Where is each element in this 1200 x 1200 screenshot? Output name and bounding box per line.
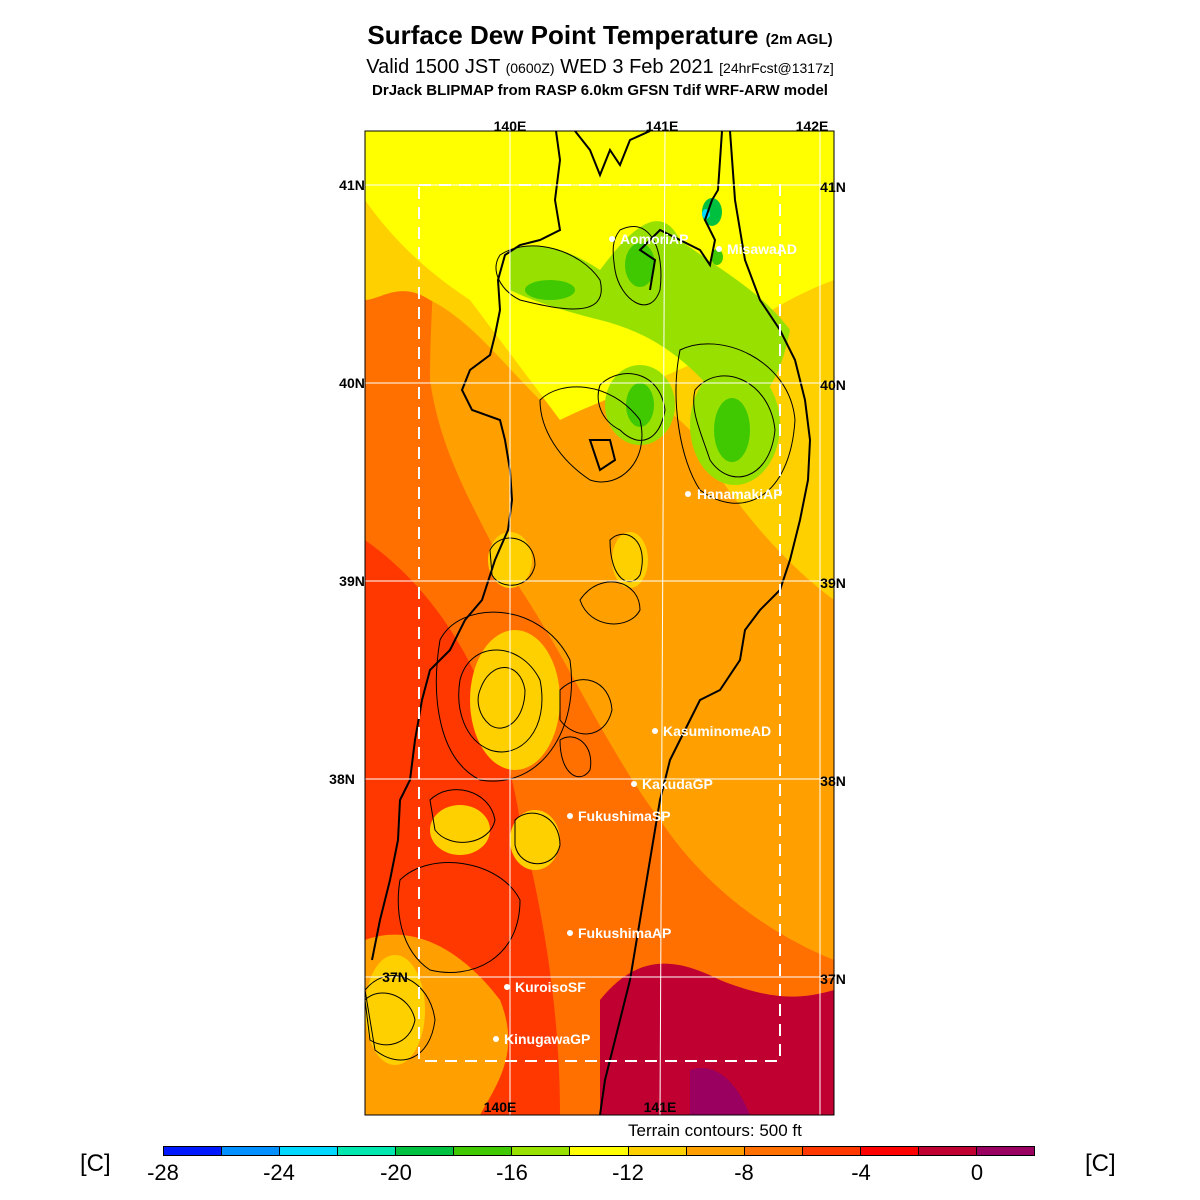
station-marker	[631, 781, 637, 787]
lat-label: 40N	[339, 375, 365, 391]
station-marker	[652, 728, 658, 734]
colorbar-label: -12	[612, 1160, 644, 1185]
colorbar-label: -20	[380, 1160, 412, 1185]
colorbar-segment	[454, 1147, 513, 1155]
station-label: FukushimaAP	[578, 925, 671, 941]
station-label: KasuminomeAD	[663, 723, 771, 739]
station-marker	[567, 813, 573, 819]
colorbar-segment	[164, 1147, 223, 1155]
colorbar-segment	[570, 1147, 629, 1155]
map-frame	[364, 130, 835, 1116]
valid-date: WED 3 Feb 2021	[560, 56, 714, 78]
colorbar-segment	[686, 1147, 745, 1155]
colorbar-label: 0	[970, 1160, 984, 1185]
station-label: KakudaGP	[642, 776, 713, 792]
inner-domain-box	[418, 184, 781, 1062]
colorbar-unit-right: [C]	[1085, 1150, 1116, 1177]
terrain-contours	[365, 226, 796, 1061]
colorbar-segment	[396, 1147, 455, 1155]
lat-label: 41N	[820, 179, 846, 195]
station-label: AomoriAP	[620, 231, 688, 247]
forecast-info: [24hrFcst@1317z]	[719, 60, 834, 76]
lon-label: 140E	[484, 1099, 517, 1115]
longitude-labels: 140E 141E 142E 140E 141E	[484, 118, 829, 1115]
chart-title: Surface Dew Point Temperature (2m AGL)	[0, 20, 1200, 51]
colorbar-segment	[802, 1147, 861, 1155]
lat-label: 39N	[820, 575, 846, 591]
station-misawa[interactable]: MisawaAD	[716, 241, 797, 257]
colorbar-segment	[628, 1147, 687, 1155]
station-kuroiso[interactable]: KuroisoSF	[504, 979, 586, 995]
station-label: HanamakiAP	[697, 486, 783, 502]
station-label: FukushimaSP	[578, 808, 671, 824]
lat-label: 38N	[820, 773, 846, 789]
lat-label: 40N	[820, 377, 846, 393]
station-fukushima-ap[interactable]: FukushimaAP	[567, 925, 671, 941]
terrain-contour-note: Terrain contours: 500 ft	[628, 1121, 802, 1140]
colorbar-segment	[338, 1147, 397, 1155]
dew-point-field	[365, 131, 834, 1115]
colorbar-label: -16	[496, 1160, 528, 1185]
station-marker	[504, 984, 510, 990]
station-fukushima-sp[interactable]: FukushimaSP	[567, 808, 671, 824]
station-kinugawa[interactable]: KinugawaGP	[493, 1031, 590, 1047]
stations: AomoriAP MisawaAD HanamakiAP KasuminomeA…	[493, 231, 797, 1047]
valid-utc: (0600Z)	[505, 60, 555, 76]
title-suffix: (2m AGL)	[765, 31, 833, 48]
station-kakuda[interactable]: KakudaGP	[631, 776, 713, 792]
graticule	[365, 130, 834, 1116]
colorbar-label: -4	[851, 1160, 871, 1185]
station-marker	[716, 246, 722, 252]
colorbar-segment	[512, 1147, 571, 1155]
lon-label: 141E	[646, 118, 679, 134]
station-hanamaki[interactable]: HanamakiAP	[685, 486, 783, 502]
station-marker	[685, 491, 691, 497]
colorbar-segment	[744, 1147, 803, 1155]
lon-label: 140E	[494, 118, 527, 134]
coastline	[371, 130, 812, 1116]
lat-label: 37N	[820, 971, 846, 987]
station-marker	[567, 930, 573, 936]
latitude-labels: 41N 40N 39N 38N 37N 41N 40N 39N 38N 37N	[329, 177, 846, 987]
lon-label: 141E	[644, 1099, 677, 1115]
colorbar-segment	[860, 1147, 919, 1155]
colorbar	[163, 1146, 1035, 1156]
station-label: KuroisoSF	[515, 979, 586, 995]
colorbar-label: -28	[147, 1160, 179, 1185]
colorbar-label: -24	[263, 1160, 295, 1185]
station-kasuminome[interactable]: KasuminomeAD	[652, 723, 771, 739]
colorbar-unit-left: [C]	[80, 1150, 111, 1177]
lat-label: 41N	[339, 177, 365, 193]
lat-label: 37N	[382, 969, 408, 985]
colorbar-segment	[976, 1147, 1034, 1155]
valid-time-line: Valid 1500 JST (0600Z) WED 3 Feb 2021 [2…	[0, 56, 1200, 79]
station-label: MisawaAD	[727, 241, 797, 257]
station-marker	[609, 236, 615, 242]
station-label: KinugawaGP	[504, 1031, 590, 1047]
colorbar-segment	[280, 1147, 339, 1155]
colorbar-label: -8	[734, 1160, 754, 1185]
valid-prefix: Valid 1500 JST	[366, 56, 501, 78]
title-text: Surface Dew Point Temperature	[367, 20, 759, 50]
lat-label: 38N	[329, 771, 355, 787]
lat-label: 39N	[339, 573, 365, 589]
station-aomori[interactable]: AomoriAP	[609, 231, 688, 247]
source-line: DrJack BLIPMAP from RASP 6.0km GFSN Tdif…	[372, 82, 828, 99]
colorbar-segment	[918, 1147, 977, 1155]
colorbar-segment	[222, 1147, 281, 1155]
station-marker	[493, 1036, 499, 1042]
lon-label: 142E	[796, 118, 829, 134]
